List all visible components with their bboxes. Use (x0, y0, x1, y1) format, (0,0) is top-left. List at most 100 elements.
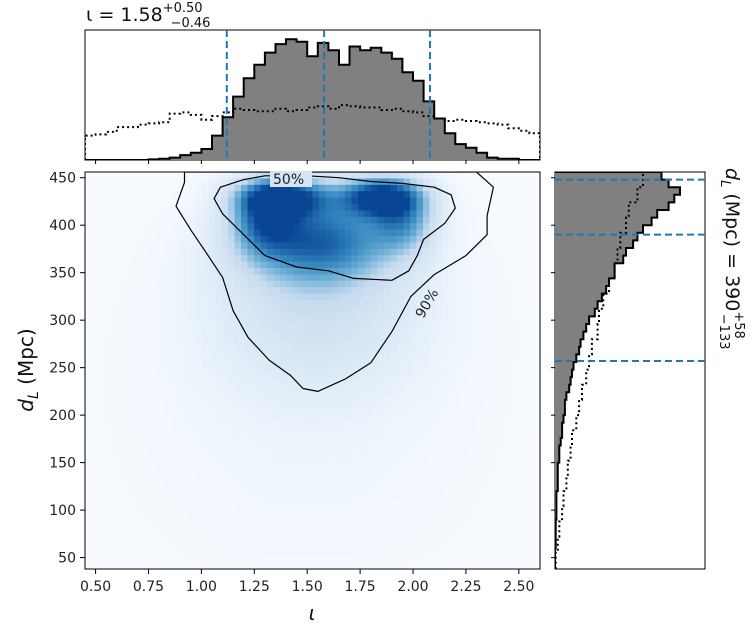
density-cell (358, 274, 366, 282)
density-cell (468, 536, 476, 544)
density-cell (130, 389, 138, 397)
density-cell (189, 460, 197, 468)
density-cell (176, 408, 184, 416)
density-cell (436, 511, 444, 519)
density-cell (124, 415, 132, 423)
density-cell (501, 255, 509, 263)
density-cell (176, 472, 184, 480)
density-cell (247, 517, 255, 525)
density-cell (312, 492, 320, 500)
density-cell (228, 447, 236, 455)
density-cell (325, 498, 333, 506)
density-cell (195, 332, 203, 340)
density-cell (182, 268, 190, 276)
density-cell (117, 357, 125, 365)
density-cell (338, 287, 346, 295)
density-cell (416, 287, 424, 295)
density-cell (169, 351, 177, 359)
density-cell (364, 389, 372, 397)
density-cell (241, 460, 249, 468)
y-axis-label-unit: (Mpc) (14, 328, 38, 391)
density-cell (332, 440, 340, 448)
density-cell (312, 319, 320, 327)
density-cell (293, 223, 301, 231)
density-cell (338, 389, 346, 397)
density-cell (163, 242, 171, 250)
density-cell (299, 524, 307, 532)
density-cell (507, 274, 515, 282)
density-cell (423, 376, 431, 384)
density-cell (306, 421, 314, 429)
density-cell (462, 511, 470, 519)
density-cell (137, 351, 145, 359)
density-cell (312, 376, 320, 384)
density-cell (494, 453, 502, 461)
density-cell (475, 530, 483, 538)
density-cell (195, 172, 203, 179)
density-cell (234, 364, 242, 372)
density-cell (286, 479, 294, 487)
density-cell (124, 485, 132, 493)
density-cell (475, 197, 483, 205)
density-cell (397, 396, 405, 404)
density-cell (234, 396, 242, 404)
density-cell (202, 479, 210, 487)
density-cell (332, 184, 340, 192)
density-cell (299, 338, 307, 346)
density-cell (195, 536, 203, 544)
density-cell (397, 472, 405, 480)
density-cell (384, 338, 392, 346)
density-cell (150, 408, 158, 416)
density-cell (221, 184, 229, 192)
density-cell (150, 255, 158, 263)
density-cell (85, 415, 93, 423)
density-cell (312, 178, 320, 186)
density-cell (338, 229, 346, 237)
density-cell (520, 325, 528, 333)
dl-title-d: d (721, 168, 743, 181)
density-cell (455, 453, 463, 461)
density-cell (189, 524, 197, 532)
density-cell (137, 383, 145, 391)
density-cell (202, 287, 210, 295)
density-cell (468, 300, 476, 308)
density-cell (124, 370, 132, 378)
density-cell (267, 204, 275, 212)
density-cell (306, 536, 314, 544)
density-cell (156, 210, 164, 218)
density-cell (260, 389, 268, 397)
density-cell (384, 210, 392, 218)
density-cell (241, 536, 249, 544)
density-cell (468, 472, 476, 480)
density-cell (241, 556, 249, 564)
density-cell (332, 485, 340, 493)
density-cell (384, 447, 392, 455)
density-cell (481, 453, 489, 461)
density-cell (351, 543, 359, 551)
density-cell (384, 300, 392, 308)
density-cell (488, 472, 496, 480)
density-cell (189, 504, 197, 512)
density-cell (423, 268, 431, 276)
density-cell (442, 517, 450, 525)
density-cell (410, 344, 418, 352)
density-cell (449, 351, 457, 359)
density-cell (228, 556, 236, 564)
density-cell (228, 242, 236, 250)
density-cell (189, 415, 197, 423)
density-cell (488, 261, 496, 269)
density-cell (429, 453, 437, 461)
density-cell (494, 504, 502, 512)
density-cell (293, 191, 301, 199)
density-cell (345, 351, 353, 359)
density-cell (273, 184, 281, 192)
density-cell (449, 293, 457, 301)
density-cell (403, 447, 411, 455)
density-cell (436, 434, 444, 442)
density-cell (507, 479, 515, 487)
density-cell (299, 306, 307, 314)
density-cell (254, 492, 262, 500)
density-cell (429, 325, 437, 333)
density-cell (91, 357, 99, 365)
